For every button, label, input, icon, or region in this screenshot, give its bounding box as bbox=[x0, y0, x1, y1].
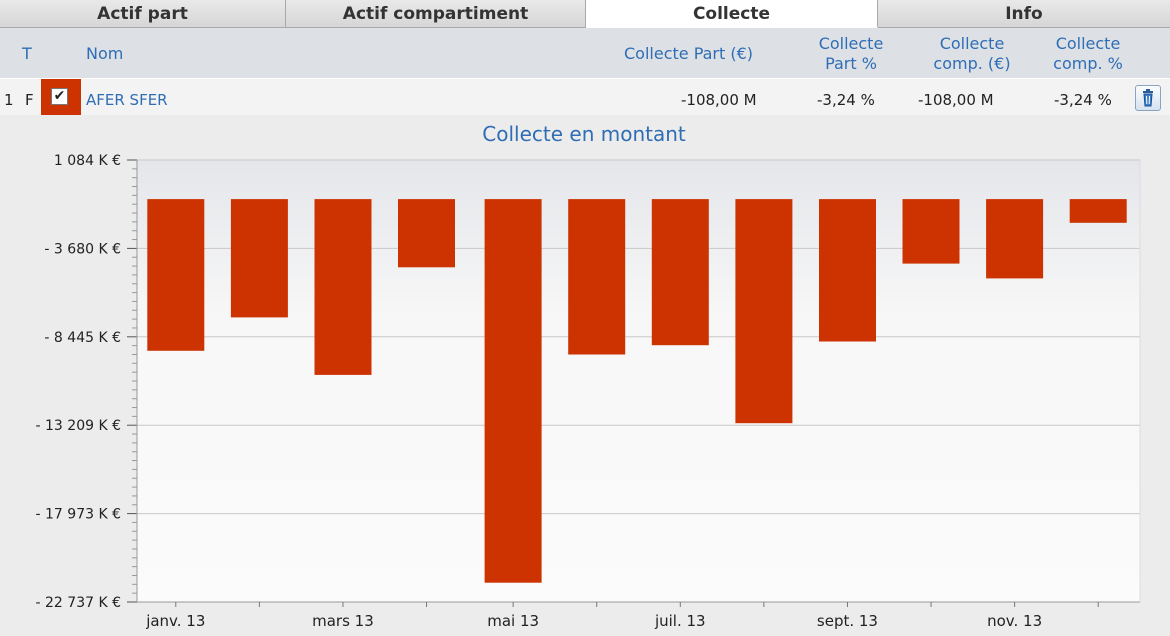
column-header-collecte-part-pct[interactable]: Collecte Part % bbox=[806, 34, 896, 74]
y-tick-label: - 13 209 K € bbox=[36, 418, 121, 434]
tab-actif-part[interactable]: Actif part bbox=[0, 0, 286, 28]
row-checkbox[interactable]: ✔ bbox=[51, 88, 68, 105]
tab-label: Actif part bbox=[97, 3, 188, 24]
collecte-comp-pct-value: -3,24 % bbox=[1054, 91, 1112, 109]
bar-2 bbox=[314, 199, 372, 375]
bar-6 bbox=[651, 199, 709, 346]
x-tick-label: sept. 13 bbox=[817, 612, 878, 630]
chart-panel: Collecte en montant 1 084 K € - 3 680 K € -… bbox=[0, 115, 1170, 636]
tab-info[interactable]: Info bbox=[878, 0, 1170, 28]
tab-label: Actif compartiment bbox=[342, 3, 529, 24]
y-tick-label: 1 084 K € bbox=[54, 153, 121, 169]
header-line: comp. % bbox=[1053, 54, 1123, 73]
y-tick-label: - 3 680 K € bbox=[44, 241, 121, 257]
bar-9 bbox=[902, 199, 960, 264]
collecte-part-value: -108,00 M bbox=[681, 91, 757, 109]
bar-0 bbox=[147, 199, 205, 351]
bar-1 bbox=[230, 199, 288, 318]
header-line: comp. (€) bbox=[933, 54, 1011, 73]
tab-bar: Actif part Actif compartiment Collecte I… bbox=[0, 0, 1170, 28]
tab-actif-compartiment[interactable]: Actif compartiment bbox=[286, 0, 586, 28]
y-tick-label: - 17 973 K € bbox=[36, 507, 121, 523]
row-index: 1 bbox=[4, 91, 14, 109]
fund-name-link[interactable]: AFER SFER bbox=[86, 91, 168, 109]
bar-4 bbox=[484, 199, 542, 583]
collecte-bar-chart: Collecte en montant 1 084 K € - 3 680 K € -… bbox=[36, 122, 1141, 630]
collecte-part-pct-value: -3,24 % bbox=[817, 91, 875, 109]
tab-collecte[interactable]: Collecte bbox=[586, 0, 878, 28]
chart-title: Collecte en montant bbox=[482, 122, 686, 146]
y-tick-label: - 22 737 K € bbox=[36, 595, 121, 611]
collecte-comp-value: -108,00 M bbox=[918, 91, 994, 109]
bar-10 bbox=[986, 199, 1044, 279]
header-line: Collecte bbox=[818, 34, 884, 53]
trash-icon bbox=[1143, 89, 1153, 107]
x-tick-label: juil. 13 bbox=[654, 612, 706, 630]
column-header-t[interactable]: T bbox=[22, 44, 32, 63]
tab-label: Info bbox=[1005, 3, 1043, 24]
column-header-collecte-comp[interactable]: Collecte comp. (€) bbox=[914, 34, 1030, 74]
tab-label: Collecte bbox=[692, 3, 771, 24]
bar-7 bbox=[735, 199, 793, 424]
delete-button[interactable] bbox=[1135, 85, 1161, 111]
bar-11 bbox=[1069, 199, 1127, 223]
y-tick-label: - 8 445 K € bbox=[44, 330, 121, 346]
plot-background bbox=[137, 160, 1140, 602]
column-header-nom[interactable]: Nom bbox=[86, 44, 124, 63]
table-header: T Nom Collecte Part (€) Collecte Part % … bbox=[0, 28, 1170, 78]
x-tick-label: mars 13 bbox=[312, 612, 374, 630]
column-header-collecte-part[interactable]: Collecte Part (€) bbox=[624, 44, 754, 63]
x-tick-label: janv. 13 bbox=[145, 612, 205, 630]
bar-8 bbox=[819, 199, 876, 342]
x-tick-label: mai 13 bbox=[487, 612, 539, 630]
bar-5 bbox=[568, 199, 626, 355]
header-line: Part % bbox=[825, 54, 877, 73]
header-line: Collecte bbox=[939, 34, 1005, 53]
row-color-cell: ✔ bbox=[41, 79, 81, 115]
header-line: Collecte bbox=[1055, 34, 1121, 53]
x-tick-label: nov. 13 bbox=[987, 612, 1042, 630]
table-row[interactable]: 1 F ✔ AFER SFER -108,00 M -3,24 % -108,0… bbox=[0, 79, 1170, 115]
column-header-collecte-comp-pct[interactable]: Collecte comp. % bbox=[1040, 34, 1136, 74]
bar-3 bbox=[398, 199, 455, 268]
row-type: F bbox=[25, 91, 34, 109]
